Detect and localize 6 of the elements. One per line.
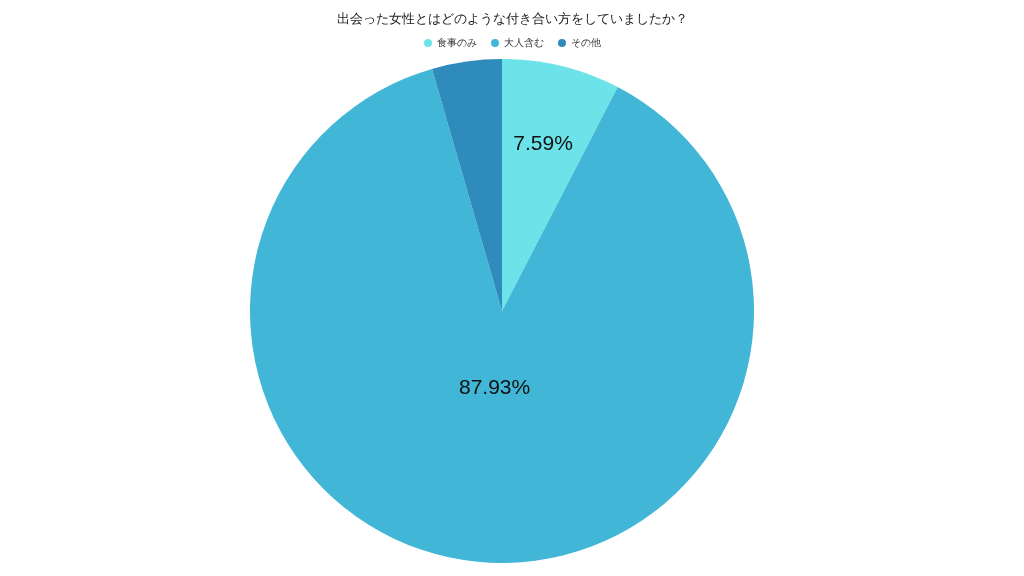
legend-label: 食事のみ	[436, 36, 477, 50]
data-label: 87.93%	[459, 374, 531, 398]
chart-title: 出会った女性とはどのような付き合い方をしていましたか？	[335, 10, 689, 28]
data-label: 7.59%	[513, 130, 573, 154]
legend-label: その他	[570, 36, 601, 50]
legend-label: 大人含む	[503, 36, 544, 50]
